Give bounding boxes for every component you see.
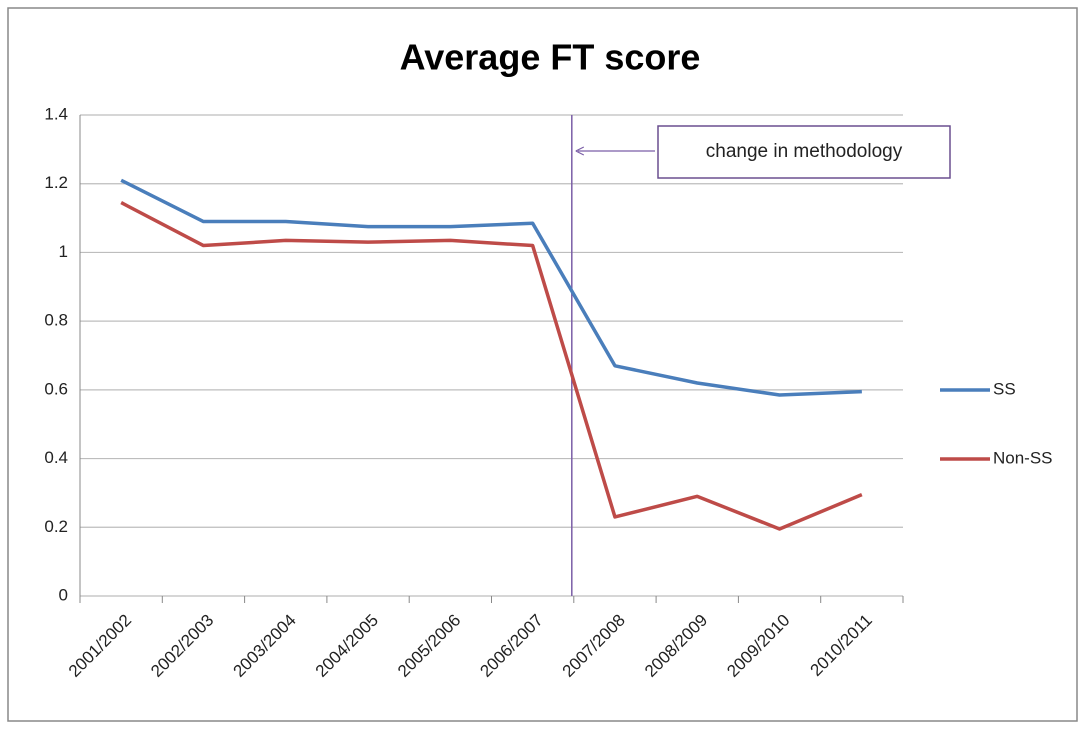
series-line (120, 178, 862, 397)
y-tick-label: 1.4 (44, 104, 68, 123)
y-tick-label: 0.4 (44, 448, 68, 467)
annotation-text: change in methodology (706, 141, 903, 162)
annotation-box (657, 125, 951, 179)
y-tick-label: 1 (59, 242, 68, 261)
legend-label: Non-SS (993, 448, 1053, 467)
y-tick-label: 0.2 (44, 517, 68, 536)
chart-title: Average FT score (400, 37, 701, 78)
legend-label: SS (993, 379, 1016, 398)
y-tick-label: 0.8 (44, 311, 68, 330)
y-tick-label: 0.6 (44, 379, 68, 398)
y-tick-label: 1.2 (44, 173, 68, 192)
series-line (120, 201, 863, 531)
annotation-arrowhead (575, 146, 585, 156)
y-tick-label: 0 (59, 585, 68, 604)
